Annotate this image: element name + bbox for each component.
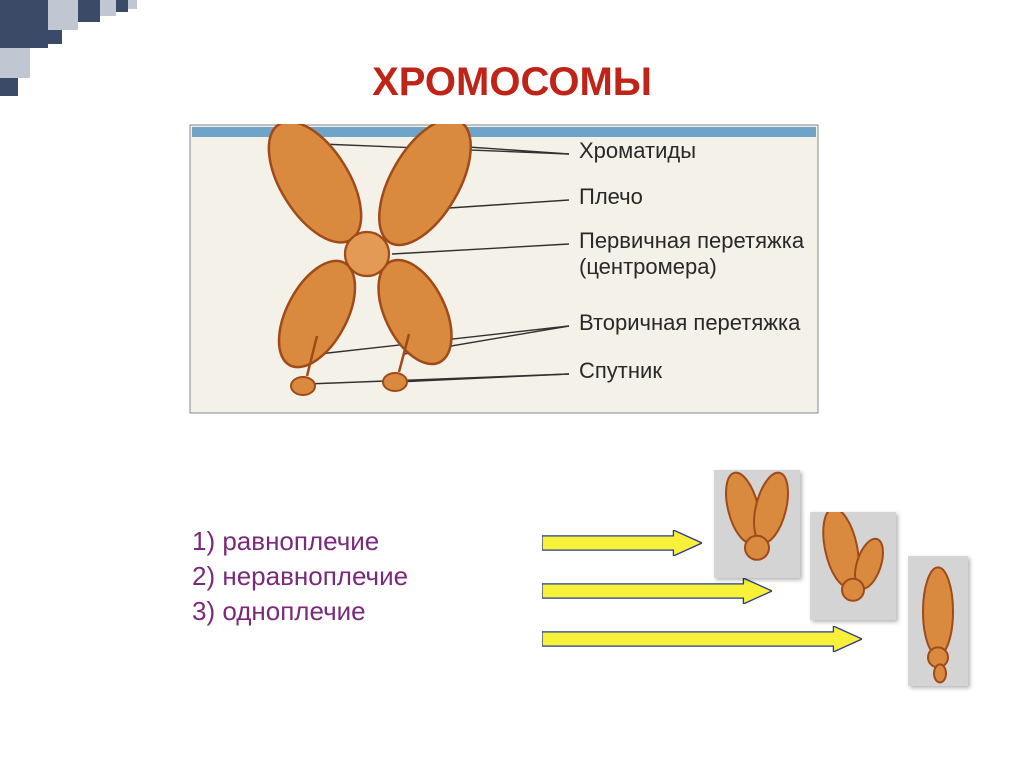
arrow-2 [542, 578, 772, 604]
svg-text:Спутник: Спутник [579, 358, 662, 383]
page-title: ХРОМОСОМЫ [0, 60, 1024, 105]
legend-item-2: 2) неравноплечие [192, 561, 408, 592]
svg-text:Вторичная перетяжка: Вторичная перетяжка [579, 310, 801, 335]
thumb-unequal-arm [810, 512, 896, 620]
svg-text:(центромера): (центромера) [579, 254, 717, 279]
arrow-3 [542, 626, 862, 652]
thumb-equal-arm [714, 470, 800, 578]
chromosome-diagram: Хроматиды Плечо Первичная перетяжка(центро… [189, 124, 819, 414]
arrow-1 [542, 530, 702, 556]
legend-item-1: 1) равноплечие [192, 526, 408, 557]
svg-text:Плечо: Плечо [579, 184, 643, 209]
legend-item-3: 3) одноплечие [192, 596, 408, 627]
thumb-one-arm [908, 556, 968, 686]
svg-text:Хроматиды: Хроматиды [579, 138, 696, 163]
chromosome-types-legend: 1) равноплечие 2) неравноплечие 3) однопле… [192, 522, 408, 631]
svg-text:Первичная перетяжка: Первичная перетяжка [579, 228, 805, 253]
